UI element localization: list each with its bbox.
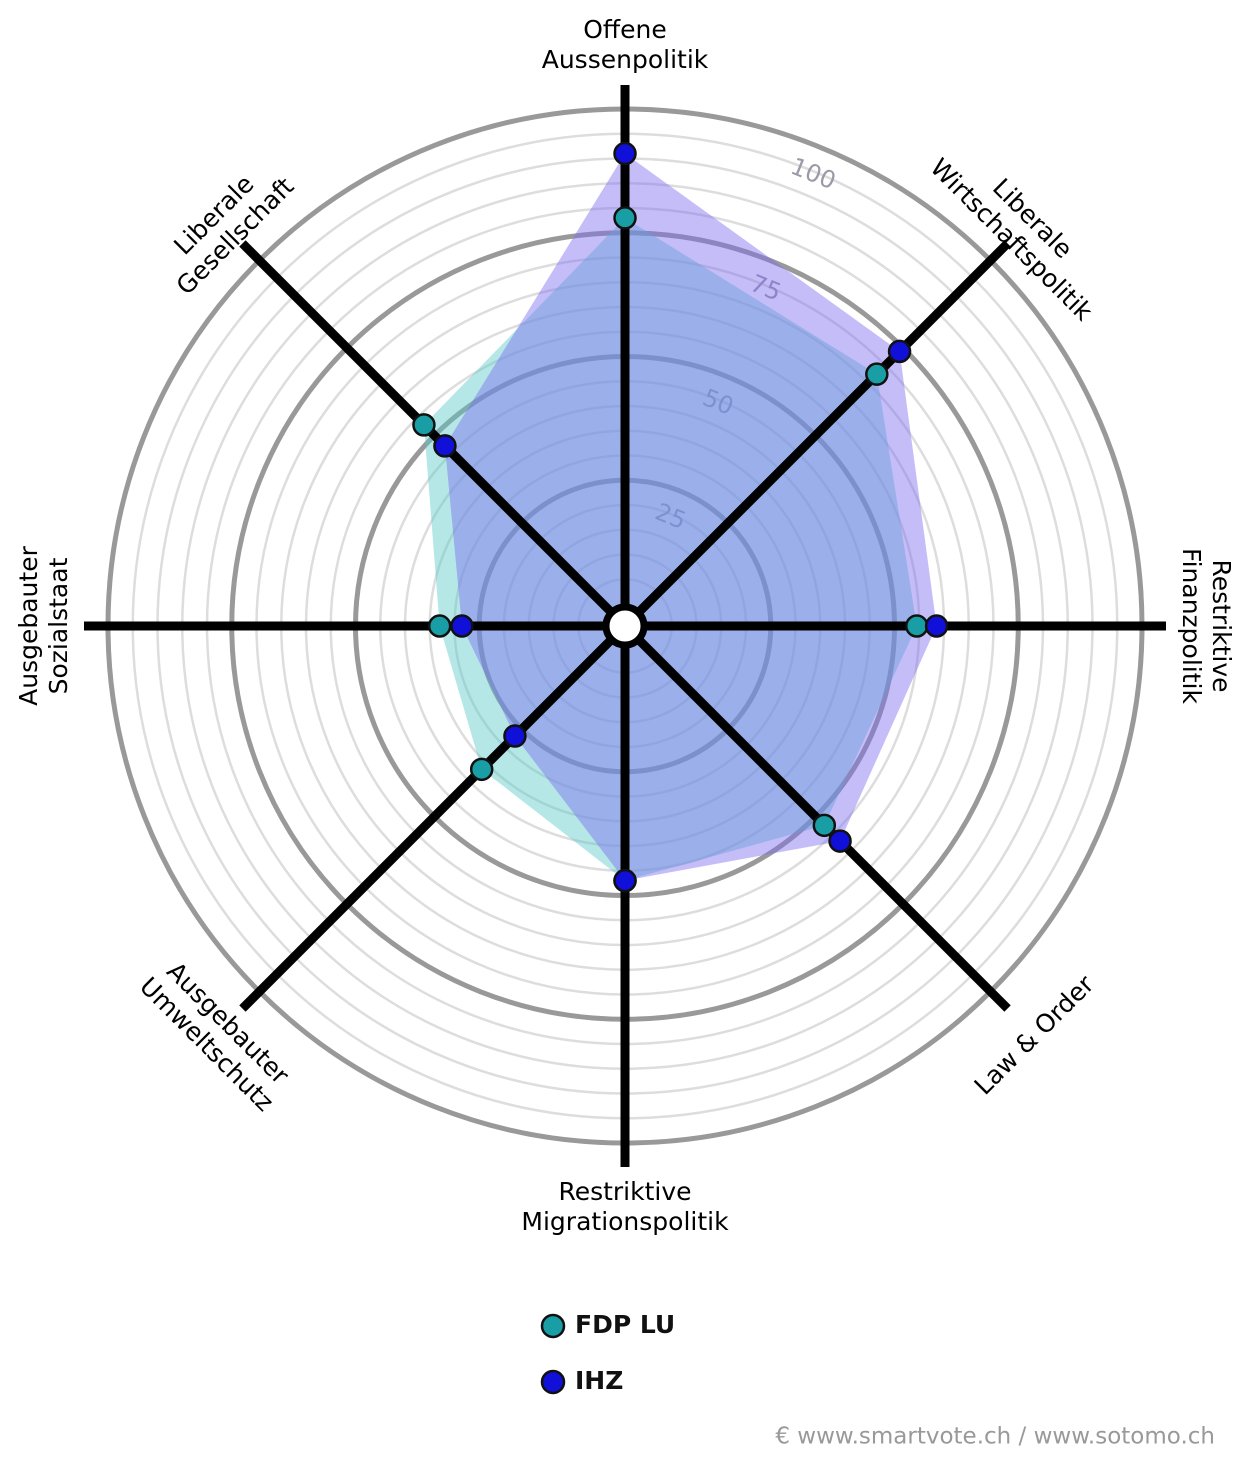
axis-label-line: Ausgebauter [14,545,43,705]
data-point [828,829,852,853]
data-point [469,757,494,782]
axis-label: Restriktive Migrationspolitik [521,1177,729,1236]
axis-label-line: Finanzpolitik [1177,548,1206,704]
data-point [412,413,436,437]
data-point [450,614,474,638]
axis-label-line: Sozialstaat [44,557,73,694]
axis-label-line: Restriktive [1207,559,1236,692]
data-point [887,339,912,364]
axis-spoke [239,240,629,630]
axis-label-line: Offene [583,15,667,44]
axis-label-line: Migrationspolitik [521,1207,729,1236]
legend-label: FDP LU [575,1310,675,1339]
series-area [444,153,937,881]
data-point [427,614,452,638]
data-point [503,724,527,748]
axis-label-line: Aussenpolitik [542,45,709,74]
legend-label: IHZ [575,1366,623,1395]
data-point [613,868,637,893]
axis-label: RestriktiveFinanzpolitik [1177,548,1236,704]
axis-spoke [621,240,1011,630]
legend-marker [540,1369,566,1395]
data-point [613,141,637,166]
axis-label-line: Restriktive [558,1177,691,1206]
axis-spoke [239,622,629,1012]
series-area [423,217,917,881]
axis-label: AusgebauterSozialstaat [14,545,73,705]
r-tick-label: 100 [787,152,840,195]
data-point [613,206,637,230]
legend-marker [540,1313,566,1339]
data-point [812,813,837,838]
data-point [865,362,889,386]
data-point [924,614,949,638]
center-hub [602,603,648,649]
axis-label: Offene Aussenpolitik [542,15,709,74]
source: € www.smartvote.ch / www.sotomo.ch [775,1424,1215,1450]
data-point [433,434,457,458]
data-point [905,614,929,638]
